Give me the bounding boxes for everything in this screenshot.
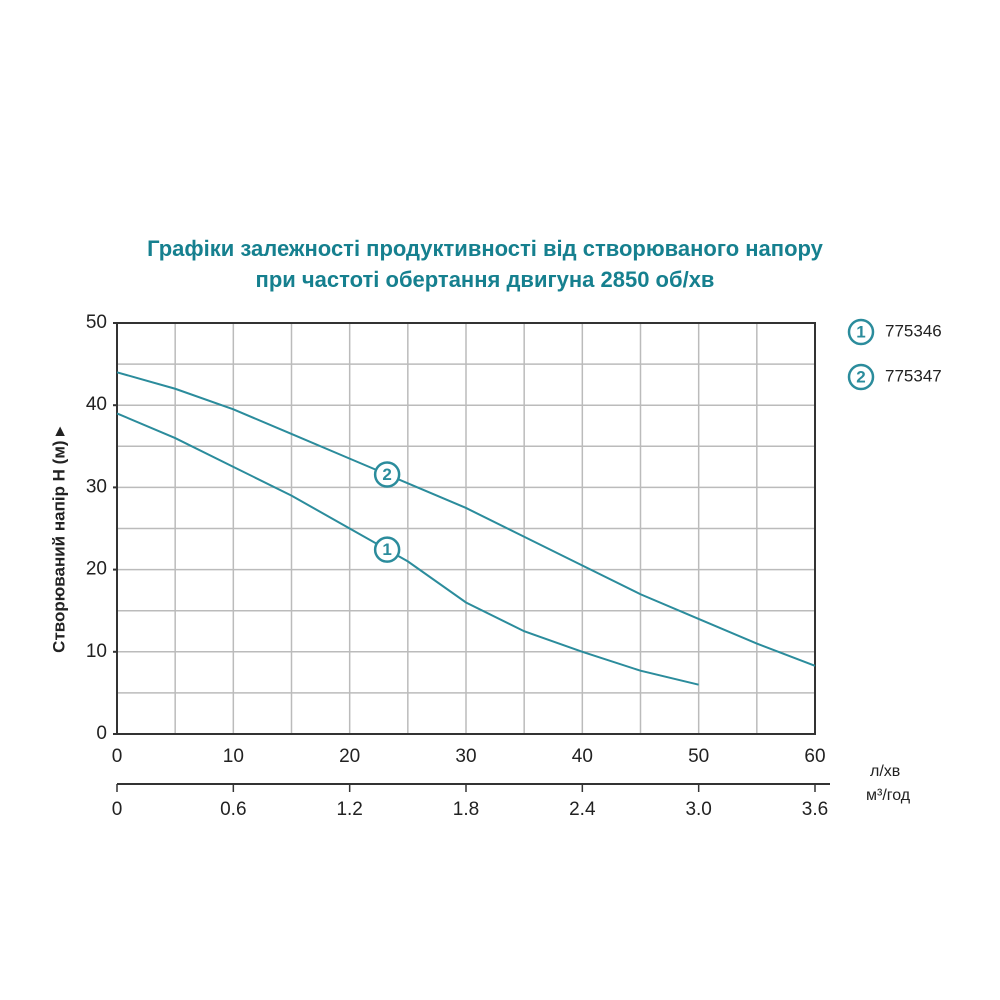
x-tick-label: 30: [455, 746, 476, 767]
curve-marker: [373, 536, 401, 563]
x-tick-label: 60: [804, 746, 825, 767]
curve-marker-label: 2: [382, 465, 391, 484]
x-tick-label: 50: [688, 746, 709, 767]
legend-marker: [847, 363, 875, 391]
x2-unit: м³/год: [866, 787, 911, 804]
chart-title: Графіки залежності продуктивності від ст…: [147, 236, 824, 261]
plot-frame: [116, 322, 816, 735]
y-tick-label: 50: [86, 312, 107, 333]
x2-tick-label: 0.6: [220, 799, 246, 820]
legend-label: 775346: [885, 321, 942, 340]
x-tick-label: 40: [572, 746, 593, 767]
x-tick-label: 20: [339, 746, 360, 767]
legend-marker-label: 1: [856, 322, 865, 341]
x2-tick-label: 1.8: [453, 799, 479, 820]
line-series: [116, 371, 816, 667]
legend-label: 775347: [885, 366, 942, 385]
line-series: [116, 412, 699, 686]
x-tick-label: 0: [112, 746, 123, 767]
x2-tick-label: 3.6: [802, 799, 828, 820]
legend-marker: [847, 318, 875, 346]
y-tick-label: 10: [86, 641, 107, 662]
x-tick-label: 10: [223, 746, 244, 767]
y-tick-label: 0: [96, 723, 107, 744]
x-unit: л/хв: [870, 763, 900, 780]
legend-marker-label: 2: [856, 367, 865, 386]
chart-subtitle: при частоті обертання двигуна 2850 об/хв: [256, 267, 715, 292]
curve-marker-label: 1: [382, 540, 391, 559]
y-tick-label: 20: [86, 559, 107, 580]
x2-tick-label: 2.4: [569, 799, 596, 820]
x2-tick-label: 1.2: [336, 799, 362, 820]
y-tick-label: 30: [86, 476, 107, 497]
x2-tick-label: 0: [112, 799, 123, 820]
y-axis-label: Створюваний напір H (м) ▸: [49, 426, 68, 653]
y-tick-label: 40: [86, 394, 107, 415]
x2-tick-label: 3.0: [685, 799, 711, 820]
curve-marker: [373, 461, 401, 488]
